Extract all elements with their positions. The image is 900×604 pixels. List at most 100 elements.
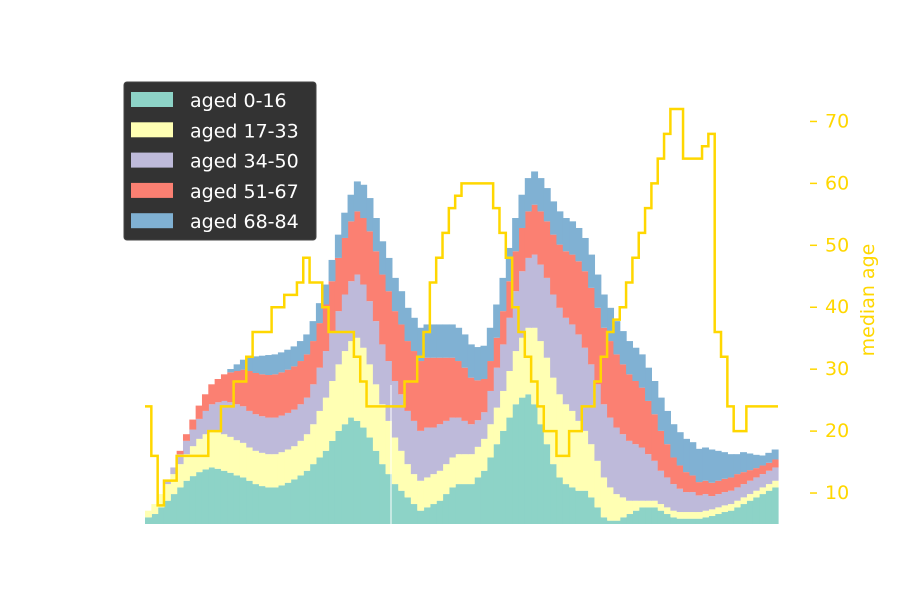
area-bar xyxy=(201,394,209,411)
area-bar xyxy=(619,434,627,498)
area-bar xyxy=(486,390,494,425)
area-bar xyxy=(524,178,532,212)
area-bar xyxy=(683,518,690,524)
area-bar xyxy=(429,504,437,524)
area-bar xyxy=(733,487,741,501)
area-bar xyxy=(303,354,311,398)
area-bar xyxy=(512,218,520,252)
area-bar xyxy=(423,324,431,358)
area-bar xyxy=(296,341,304,362)
area-bar xyxy=(581,237,589,272)
area-bar xyxy=(480,345,488,379)
area-bar xyxy=(227,472,235,524)
area-bar xyxy=(733,507,741,524)
area-bar xyxy=(296,404,304,441)
area-bar xyxy=(322,397,330,451)
area-bar xyxy=(252,450,260,485)
area-bar xyxy=(569,324,577,411)
area-bar xyxy=(214,378,222,403)
area-bar xyxy=(347,281,355,342)
area-bar xyxy=(334,364,342,431)
area-bar xyxy=(676,432,684,466)
area-bar xyxy=(442,357,450,421)
area-bar xyxy=(220,374,228,401)
area-bar xyxy=(543,277,551,358)
area-bar xyxy=(626,341,634,375)
area-bar xyxy=(619,331,627,365)
area-bar xyxy=(372,321,380,385)
area-bar xyxy=(740,497,747,505)
legend-box xyxy=(123,81,317,241)
area-bar xyxy=(531,327,539,405)
area-bar xyxy=(619,364,627,435)
area-bar xyxy=(689,492,697,513)
area-bar xyxy=(657,430,665,471)
area-bar xyxy=(398,324,406,395)
area-bar xyxy=(657,470,665,505)
area-bar xyxy=(569,254,577,325)
area-bar xyxy=(575,420,583,491)
area-bar xyxy=(543,444,551,524)
area-bar xyxy=(683,512,690,519)
area-bar xyxy=(556,477,564,524)
area-bar xyxy=(752,468,760,478)
area-bar xyxy=(645,500,652,508)
area-bar xyxy=(442,324,450,358)
area-bar xyxy=(467,377,475,425)
area-bar xyxy=(341,351,349,425)
area-bar xyxy=(721,512,728,524)
area-bar xyxy=(265,355,273,375)
area-bar xyxy=(182,434,190,441)
area-bar xyxy=(284,349,292,370)
area-bar xyxy=(733,500,741,508)
area-bar xyxy=(334,311,342,365)
area-bar xyxy=(436,424,444,471)
area-bar xyxy=(455,454,463,485)
area-bar xyxy=(746,494,754,501)
area-bar xyxy=(727,454,735,478)
area-bar xyxy=(309,341,317,385)
area-bar xyxy=(702,517,709,524)
area-bar xyxy=(189,446,197,477)
area-bar xyxy=(233,364,241,372)
area-bar xyxy=(239,359,247,370)
area-bar xyxy=(467,344,475,378)
area-bar xyxy=(448,357,456,418)
area-bar xyxy=(353,274,361,338)
area-bar xyxy=(575,334,583,421)
area-bar xyxy=(499,311,507,345)
area-bar xyxy=(429,324,437,358)
area-bar xyxy=(512,351,520,405)
area-bar xyxy=(645,454,652,501)
legend-swatch xyxy=(131,92,173,107)
area-bar xyxy=(385,361,393,421)
area-bar xyxy=(505,417,513,524)
area-bar xyxy=(290,346,298,367)
area-bar xyxy=(290,479,298,524)
area-bar xyxy=(410,420,418,475)
area-bar xyxy=(372,218,380,252)
area-bar xyxy=(201,434,209,470)
area-bar xyxy=(765,490,773,524)
legend-label: aged 34-50 xyxy=(190,151,299,173)
area-bar xyxy=(284,449,292,483)
area-bar xyxy=(239,477,247,524)
area-bar xyxy=(334,234,342,258)
area-bar xyxy=(252,373,260,415)
area-bar xyxy=(474,347,482,381)
area-bar xyxy=(246,447,254,481)
legend-swatch xyxy=(131,182,173,198)
area-bar xyxy=(626,514,634,524)
area-bar xyxy=(182,454,190,481)
series-4 xyxy=(176,204,779,497)
area-bar xyxy=(163,500,171,524)
area-bar xyxy=(619,497,627,518)
area-bar xyxy=(740,504,747,524)
area-bar xyxy=(594,507,602,524)
area-bar xyxy=(600,294,608,328)
area-bar xyxy=(372,450,380,524)
legend-label: aged 51-67 xyxy=(190,181,299,203)
area-bar xyxy=(689,475,697,493)
area-bar xyxy=(531,254,539,328)
